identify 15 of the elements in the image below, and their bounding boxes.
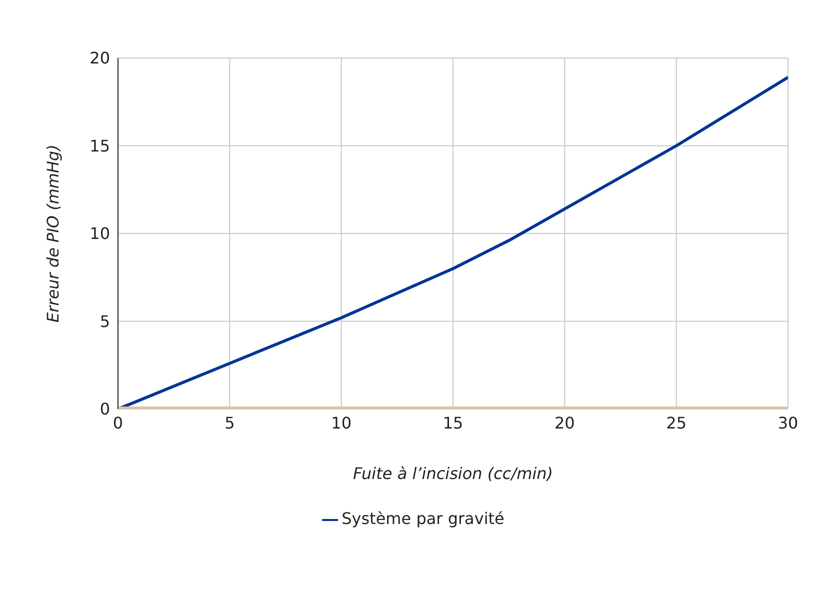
x-tick-label: 0 bbox=[112, 413, 124, 432]
y-tick-label: 10 bbox=[90, 224, 110, 244]
y-tick-label: 20 bbox=[90, 48, 110, 68]
x-tick-label: 20 bbox=[554, 413, 575, 432]
y-axis-title: Erreur de PIO (mmHg) bbox=[44, 144, 63, 322]
x-axis-title: Fuite à l’incision (cc/min) bbox=[352, 464, 554, 483]
x-tick-label: 5 bbox=[224, 413, 235, 432]
y-tick-label: 0 bbox=[100, 400, 110, 419]
y-tick-label: 5 bbox=[100, 312, 110, 331]
x-tick-label: 10 bbox=[331, 413, 352, 432]
x-tick-label: 25 bbox=[666, 413, 687, 432]
x-tick-label: 15 bbox=[442, 413, 464, 432]
y-tick-label: 15 bbox=[90, 136, 110, 156]
legend-label: Système par gravité bbox=[342, 509, 504, 528]
x-tick-label: 30 bbox=[778, 413, 798, 432]
